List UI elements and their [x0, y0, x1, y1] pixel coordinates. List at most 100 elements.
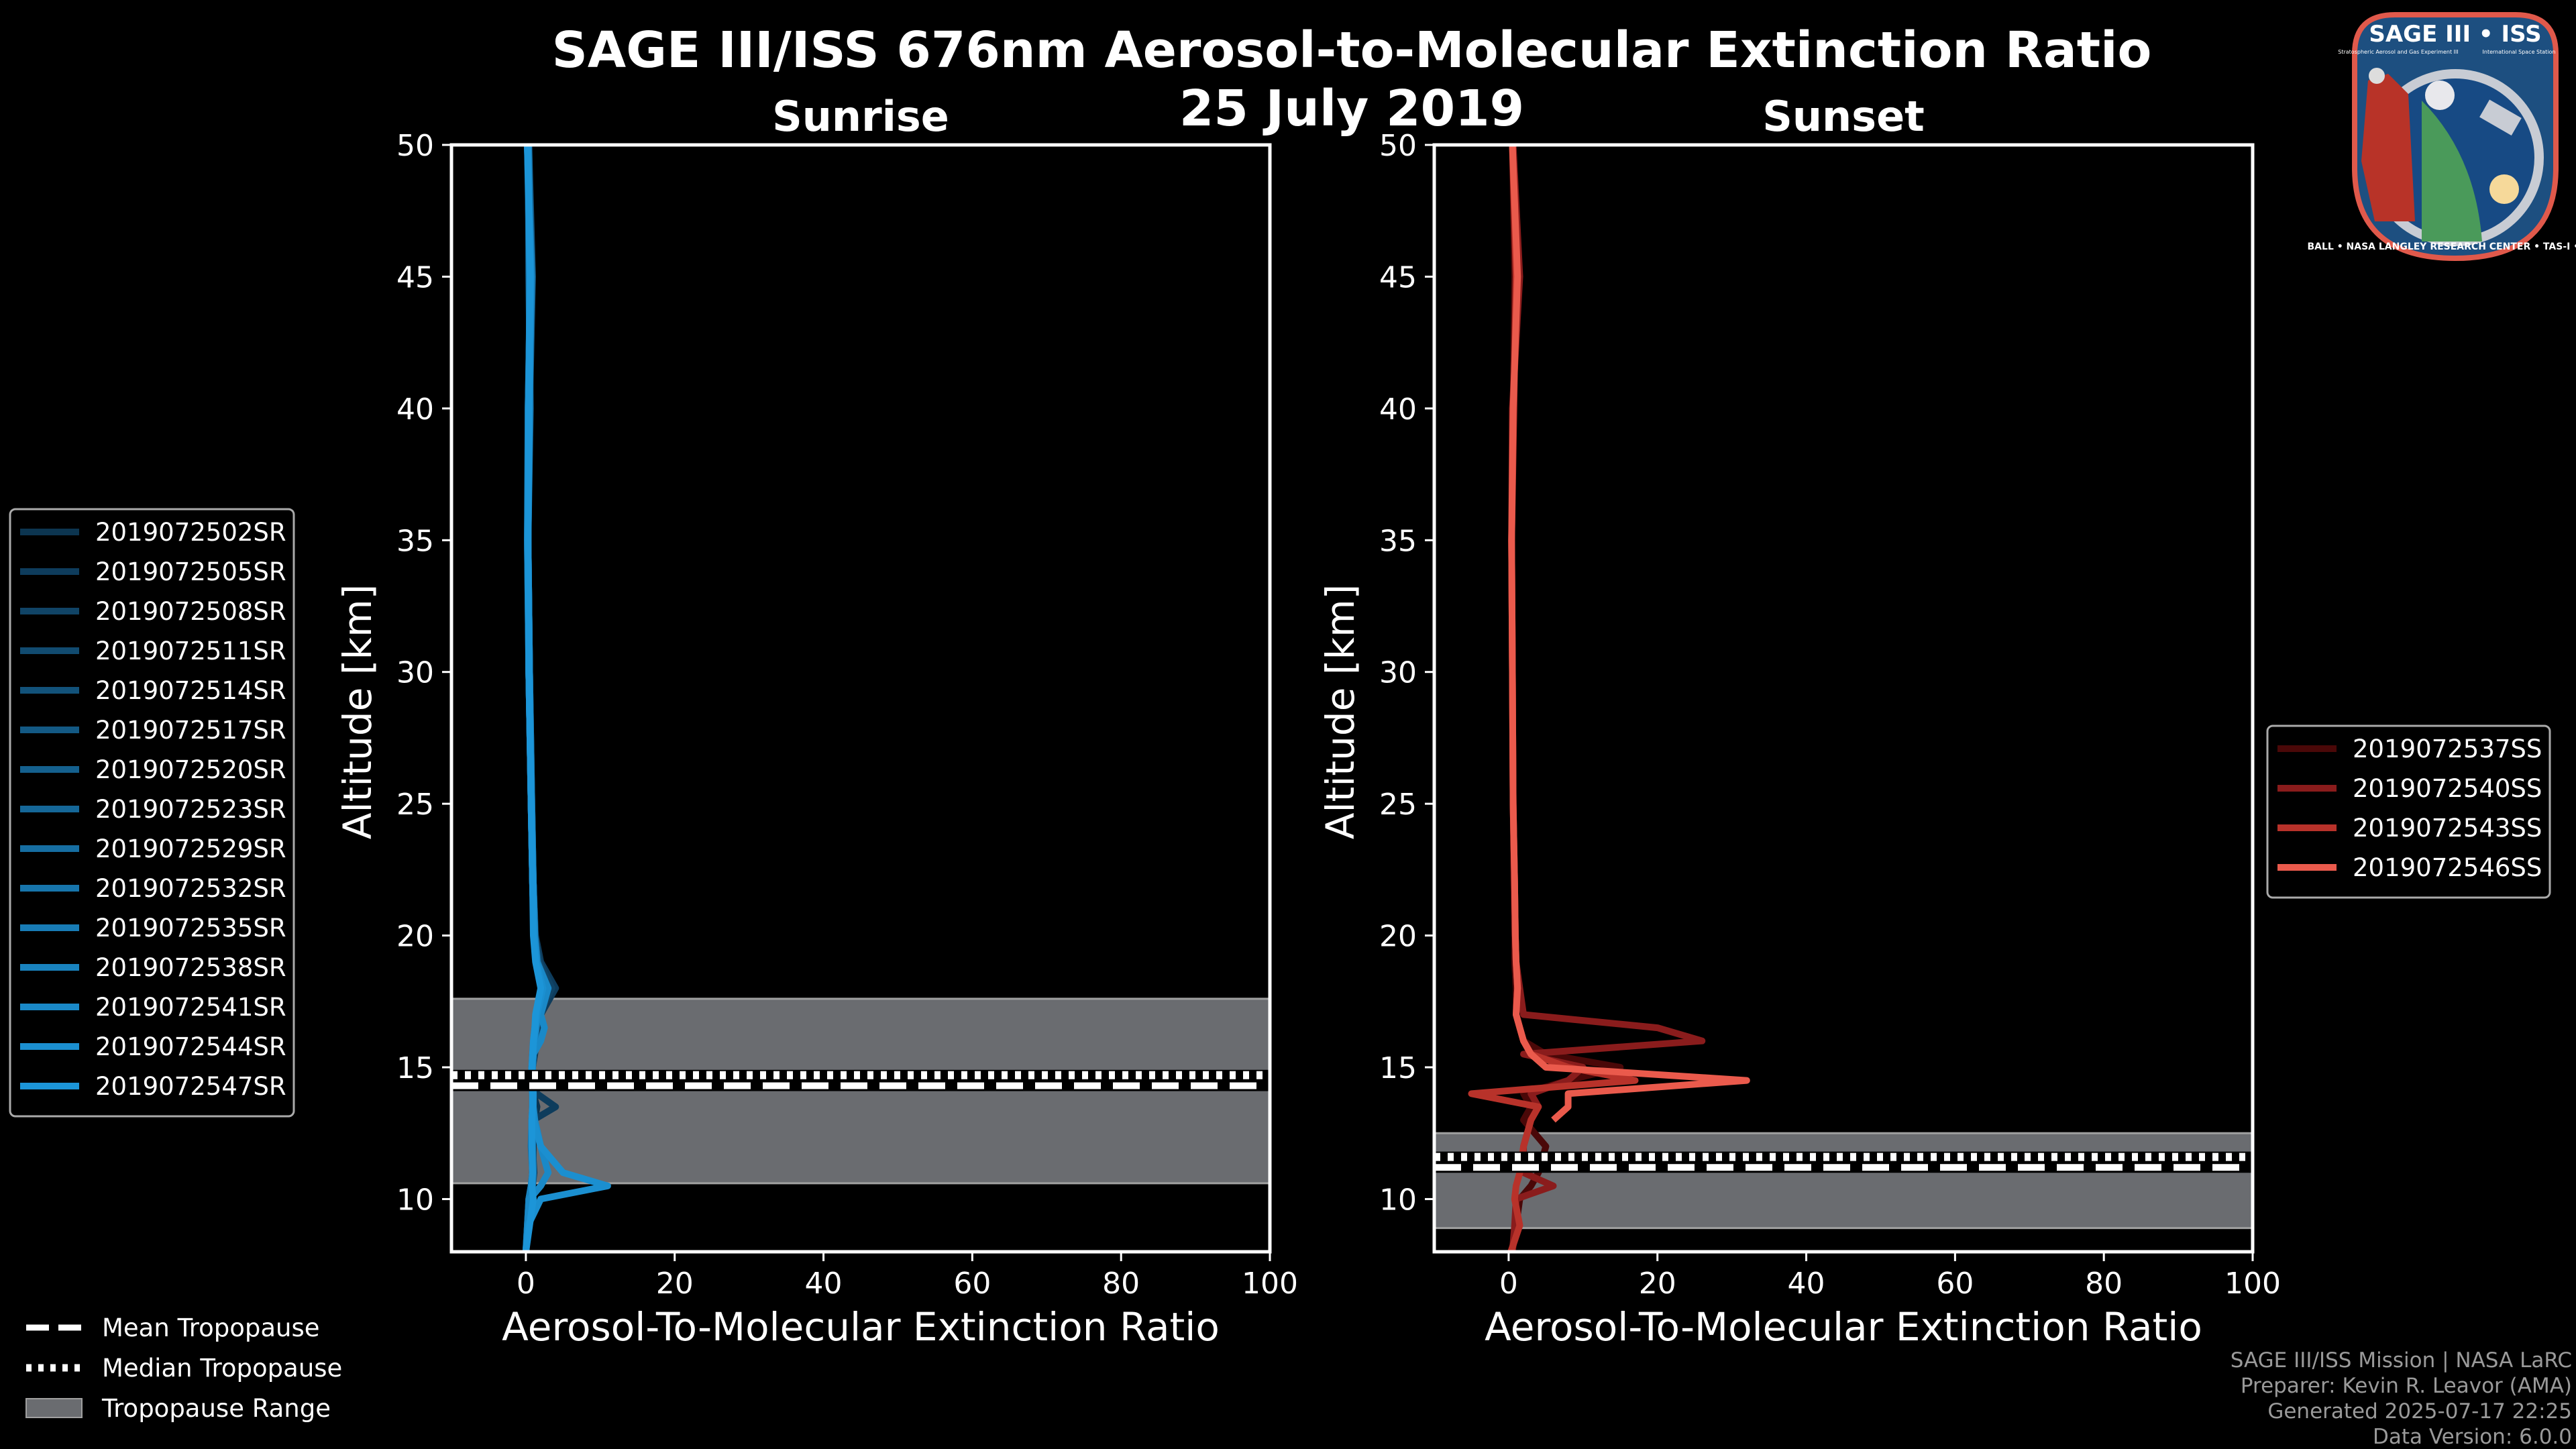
legend-label: 2019072532SR — [95, 874, 286, 903]
footer-line: SAGE III/ISS Mission | NASA LaRC — [2231, 1348, 2572, 1373]
x-tick-label: 0 — [517, 1267, 535, 1301]
y-tick-label: 35 — [1379, 524, 1417, 558]
legend-label: 2019072514SR — [95, 676, 286, 705]
series-line-2019072543SS — [1468, 144, 1639, 1253]
x-tick-label: 100 — [2224, 1267, 2281, 1301]
panel-title: Sunset — [1762, 92, 1925, 141]
y-tick-label: 35 — [396, 524, 434, 558]
legend-item: 2019072523SR — [20, 795, 286, 824]
x-tick-label: 20 — [1639, 1267, 1676, 1301]
svg-text:BALL • NASA LANGLEY RESEARCH C: BALL • NASA LANGLEY RESEARCH CENTER • TA… — [2307, 241, 2576, 252]
legend-item: 2019072529SR — [20, 835, 286, 863]
legend-label: 2019072529SR — [95, 835, 286, 863]
footer-line: Generated 2025-07-17 22:25 — [2267, 1399, 2572, 1424]
legend-item: 2019072511SR — [20, 637, 286, 665]
legend-label: 2019072543SS — [2353, 814, 2542, 843]
legend-label: 2019072537SS — [2353, 735, 2542, 763]
legend-item: 2019072535SR — [20, 914, 286, 943]
x-tick-label: 20 — [656, 1267, 694, 1301]
y-tick-label: 25 — [396, 788, 434, 822]
tropopause-range — [1433, 1132, 2254, 1230]
x-tick-label: 80 — [2085, 1267, 2123, 1301]
tropopause-legend-label: Median Tropopause — [102, 1354, 342, 1383]
x-tick-label: 40 — [805, 1267, 843, 1301]
tropopause-legend-label: Tropopause Range — [101, 1394, 331, 1423]
panel-sunset: Sunset 0 20 40 60 80 100 10 15 20 25 30 35 40 45 50 Aero… — [1318, 92, 2281, 1350]
y-tick-label: 15 — [1379, 1051, 1417, 1085]
legend-item: 2019072520SR — [20, 755, 286, 784]
chart-subtitle: 25 July 2019 — [1179, 80, 1524, 138]
legend-label: 2019072505SR — [95, 557, 286, 586]
svg-text:International Space Station: International Space Station — [2483, 49, 2556, 55]
legend-label: 2019072538SR — [95, 953, 286, 982]
y-tick-label: 40 — [396, 392, 434, 427]
legend-item: 2019072538SR — [20, 953, 286, 982]
legend-item: 2019072532SR — [20, 874, 286, 903]
axes-frame — [449, 143, 1272, 1254]
legend-box — [2266, 724, 2551, 899]
series-line-2019072546SS — [1508, 144, 1750, 1123]
legend-item: 2019072547SR — [20, 1072, 286, 1101]
y-tick-label: 30 — [1379, 656, 1417, 690]
y-tick-label: 40 — [1379, 392, 1417, 427]
legend-item: 2019072543SS — [2277, 814, 2542, 843]
legend-label: 2019072520SR — [95, 755, 286, 784]
legend-item: 2019072544SR — [20, 1032, 286, 1061]
legend-label: 2019072544SR — [95, 1032, 286, 1061]
x-tick-label: 60 — [953, 1267, 991, 1301]
x-tick-label: 100 — [1242, 1267, 1298, 1301]
y-tick-label: 25 — [1379, 788, 1417, 822]
y-tick-label: 10 — [396, 1183, 434, 1217]
tropopause-legend: Mean Tropopause Median Tropopause Tropopau… — [25, 1313, 342, 1423]
y-tick-label: 50 — [396, 129, 434, 163]
x-tick-label: 0 — [1499, 1267, 1518, 1301]
legend-item: 2019072502SR — [20, 518, 286, 547]
svg-text:SAGE III • ISS: SAGE III • ISS — [2369, 21, 2541, 48]
x-tick-label: 40 — [1788, 1267, 1825, 1301]
chart-title: SAGE III/ISS 676nm Aerosol-to-Molecular … — [552, 21, 2152, 79]
legend-label: 2019072502SR — [95, 518, 286, 547]
x-tick-label: 80 — [1102, 1267, 1140, 1301]
axes-frame — [1432, 143, 2255, 1254]
y-axis-label: Altitude [km] — [1318, 584, 1363, 839]
legend-label: 2019072546SS — [2353, 853, 2542, 882]
legend-item: 2019072537SS — [2277, 735, 2542, 763]
legend-box — [9, 508, 295, 1118]
y-tick-label: 20 — [396, 920, 434, 954]
sage-iii-iss-logo: SAGE III • ISS Stratospheric Aerosol and… — [2307, 12, 2576, 262]
legend-item: 2019072540SS — [2277, 774, 2542, 803]
tropopause-legend-label: Mean Tropopause — [102, 1313, 320, 1342]
legend-label: 2019072517SR — [95, 716, 286, 745]
footer-line: Data Version: 6.0.0 — [2373, 1425, 2572, 1449]
y-tick-label: 15 — [396, 1051, 434, 1085]
legend-label: 2019072541SR — [95, 993, 286, 1022]
legend-item: 2019072546SS — [2277, 853, 2542, 882]
legend-label: 2019072535SR — [95, 914, 286, 943]
x-axis-label: Aerosol-To-Molecular Extinction Ratio — [1485, 1304, 2202, 1350]
y-tick-label: 45 — [396, 260, 434, 294]
y-tick-label: 45 — [1379, 260, 1417, 294]
y-tick-label: 20 — [1379, 920, 1417, 954]
series-line-2019072547SR — [522, 144, 545, 1252]
footer-credits: SAGE III/ISS Mission | NASA LaRCPreparer… — [2231, 1348, 2572, 1449]
legend-item: 2019072505SR — [20, 557, 286, 586]
legend-label: 2019072540SS — [2353, 774, 2542, 803]
legend-item: 2019072541SR — [20, 993, 286, 1022]
svg-text:Stratospheric Aerosol and Gas: Stratospheric Aerosol and Gas Experiment… — [2338, 49, 2458, 55]
legend-item: 2019072517SR — [20, 716, 286, 745]
legend-label: 2019072508SR — [95, 597, 286, 626]
panel-title: Sunrise — [772, 92, 949, 141]
x-axis-label: Aerosol-To-Molecular Extinction Ratio — [502, 1304, 1220, 1350]
legend-item: 2019072514SR — [20, 676, 286, 705]
panel-sunrise: Sunrise 0 20 40 60 80 100 10 15 20 25 30 35 40 45 50 Aer… — [335, 92, 1298, 1350]
legend-label: 2019072547SR — [95, 1072, 286, 1101]
legend-item: 2019072508SR — [20, 597, 286, 626]
footer-line: Preparer: Kevin R. Leavor (AMA) — [2241, 1374, 2572, 1398]
legend-label: 2019072523SR — [95, 795, 286, 824]
x-tick-label: 60 — [1936, 1267, 1974, 1301]
legend-label: 2019072511SR — [95, 637, 286, 665]
legend-sunrise: 2019072502SR 2019072505SR 2019072508SR 2019… — [9, 508, 295, 1118]
y-tick-label: 50 — [1379, 129, 1417, 163]
y-tick-label: 30 — [396, 656, 434, 690]
